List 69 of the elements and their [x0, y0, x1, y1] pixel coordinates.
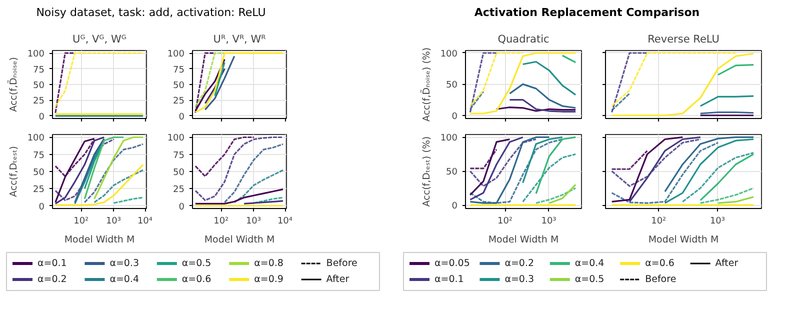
y-tick-label: 0	[38, 202, 45, 212]
y-axis-title: Acc(f,D̃ₙₒᵢₛₑ) (%)	[420, 47, 432, 122]
legend-label: α=0.5	[574, 274, 604, 285]
legend-label: After	[715, 258, 738, 269]
legend-label: α=0.8	[254, 258, 284, 269]
legend-label: α=0.5	[182, 258, 212, 269]
x-axis-title: Model Width M	[488, 234, 559, 246]
legend-label: α=0.3	[504, 274, 534, 285]
x-tick-label: 10²	[651, 216, 667, 226]
legend-label: Before	[645, 274, 676, 285]
y-tick-label: 100	[167, 50, 185, 60]
chart-title: Reverse ReLU	[648, 34, 720, 46]
x-tick-label: 10³	[246, 216, 262, 226]
y-tick-label: 25	[173, 185, 184, 196]
legend-label: α=0.1	[38, 258, 67, 269]
y-tick-label: 50	[33, 81, 45, 91]
y-tick-label: 25	[33, 185, 44, 196]
chart-subtitle: Uᴳ, Vᴳ, Wᴳ	[72, 34, 126, 46]
legend-label: α=0.1	[434, 274, 464, 285]
y-tick-label: 75	[33, 65, 44, 76]
y-tick-label: 25	[173, 96, 184, 107]
chart-subtitle: Quadratic	[498, 34, 550, 46]
legend-label: α=0.4	[110, 274, 140, 285]
y-axis-title: Acc(f,Dₜₑₛₜ) (%)	[421, 136, 432, 207]
x-tick-label: 10³	[106, 216, 122, 226]
x-tick-label: 10⁴	[277, 216, 293, 226]
legend-label: α=0.6	[645, 258, 674, 269]
x-tick-label: 10²	[497, 216, 513, 226]
y-tick-label: 100	[440, 49, 458, 60]
y-tick-label: 0	[178, 202, 185, 212]
y-tick-label: 100	[167, 134, 185, 144]
y-axis-title: Acc(f,Dₜₑₛₜ)	[8, 146, 20, 197]
x-tick-label: 10⁴	[137, 216, 153, 226]
y-tick-label: 0	[452, 112, 458, 122]
chart-title: Noisy dataset, task: add, activation: ReLU	[36, 5, 266, 21]
x-tick-label: 10³	[541, 216, 557, 226]
x-axis-title: Model Width M	[204, 234, 275, 246]
y-tick-label: 75	[173, 150, 184, 161]
y-tick-label: 75	[33, 150, 44, 161]
legend-label: After	[326, 274, 350, 285]
y-tick-label: 50	[446, 80, 458, 91]
y-tick-label: 0	[452, 202, 458, 212]
y-tick-label: 75	[173, 65, 184, 76]
x-axis-title: Model Width M	[64, 234, 135, 246]
chart-title: Uᴿ, Vᴿ, Wᴿ	[213, 34, 266, 46]
legend-label: α=0.4	[574, 258, 604, 269]
y-tick-label: 50	[33, 168, 45, 178]
y-tick-label: 0	[178, 112, 185, 122]
x-tick-label: 10²	[74, 216, 90, 226]
legend-label: α=0.3	[110, 258, 140, 269]
x-tick-label: 10³	[710, 216, 726, 226]
y-tick-label: 0	[38, 112, 45, 122]
y-tick-label: 100	[440, 134, 458, 144]
legend-label: α=0.2	[38, 274, 67, 285]
y-tick-label: 25	[33, 96, 44, 107]
legend-label: Before	[326, 258, 358, 269]
y-tick-label: 100	[27, 50, 45, 60]
legend-label: α=0.2	[504, 258, 534, 269]
y-tick-label: 100	[27, 134, 45, 144]
y-tick-label: 50	[446, 168, 458, 178]
x-tick-label: 10²	[214, 216, 230, 226]
y-axis-title: Acc(f,D̃ₙₒᵢₛₑ)	[6, 57, 20, 112]
y-tick-label: 50	[173, 168, 185, 178]
legend-label: α=0.9	[254, 274, 284, 285]
legend-label: α=0.6	[182, 274, 212, 285]
chart-title: Activation Replacement Comparison	[474, 5, 700, 21]
legend-label: α=0.05	[434, 258, 470, 269]
y-tick-label: 50	[173, 81, 185, 91]
x-axis-title: Model Width M	[648, 234, 719, 246]
